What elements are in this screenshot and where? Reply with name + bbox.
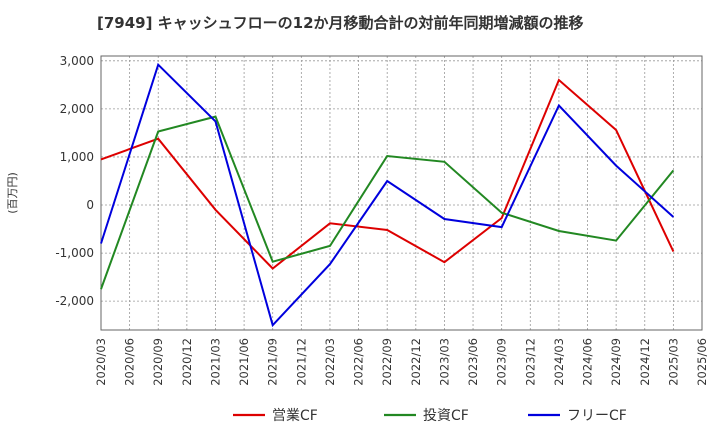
plot-frame (100, 55, 703, 331)
x-tick-label: 2024/12 (638, 338, 652, 386)
series-line-3 (100, 62, 675, 328)
x-tick-label: 2023/12 (523, 338, 537, 386)
y-axis-label: (百万円) (6, 172, 19, 214)
x-tick-label: 2021/03 (208, 338, 222, 386)
series-line-2 (100, 115, 675, 290)
x-tick-label: 2025/06 (695, 338, 709, 386)
x-tick-label: 2021/09 (266, 338, 280, 386)
y-tick-label: -1,000 (55, 246, 94, 260)
x-tick-label: 2023/06 (466, 338, 480, 386)
chart-title: [7949] キャッシュフローの12か月移動合計の対前年同期増減額の推移 (97, 14, 584, 32)
x-tick-label: 2021/12 (294, 338, 308, 386)
x-tick-label: 2023/09 (495, 338, 509, 386)
legend-label-2: 投資CF (423, 408, 469, 424)
x-tick-label: 2025/03 (666, 338, 680, 386)
x-tick-label: 2023/03 (437, 338, 451, 386)
x-tick-label: 2020/03 (94, 338, 108, 386)
y-tick-label: -2,000 (55, 294, 94, 308)
x-tick-label: 2022/06 (352, 338, 366, 386)
x-tick-label: 2020/12 (180, 338, 194, 386)
y-tick-label: 2,000 (60, 102, 94, 116)
x-tick-label: 2024/06 (581, 338, 595, 386)
grid-layer (101, 56, 702, 330)
x-tick-label: 2024/03 (552, 338, 566, 386)
x-tick-label: 2022/12 (409, 338, 423, 386)
x-tick-label: 2020/06 (123, 338, 137, 386)
legend-label-3: フリーCF (567, 408, 627, 424)
y-tick-label: 1,000 (60, 150, 94, 164)
series-line-1 (100, 78, 675, 270)
legend: 営業CF 投資CF フリーCF (233, 408, 627, 424)
y-tick-label: 0 (86, 198, 94, 212)
y-tick-label: 3,000 (60, 54, 94, 68)
x-tick-label: 2020/09 (151, 338, 165, 386)
series-layer (100, 62, 675, 328)
legend-label-1: 営業CF (272, 408, 318, 424)
x-tick-label: 2021/06 (237, 338, 251, 386)
x-tick-label: 2022/09 (380, 338, 394, 386)
x-tick-label: 2024/09 (609, 338, 623, 386)
axis-layer: 2020/03 2020/06 2020/09 2020/12 2021/03 2021/… (55, 54, 709, 386)
x-tick-label: 2022/03 (323, 338, 337, 386)
